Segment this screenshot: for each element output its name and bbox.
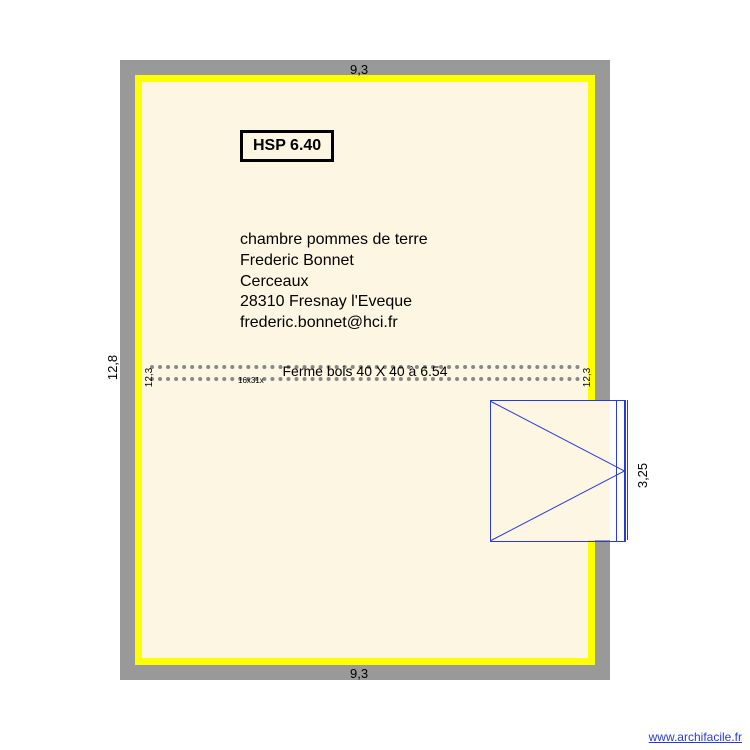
address-line2: Frederic Bonnet: [240, 251, 428, 272]
insulation-bottom: [135, 658, 595, 665]
wood-beam: Ferme bois 40 X 40 à 6.54: [150, 365, 580, 381]
hsp-label-box: HSP 6.40: [240, 130, 334, 162]
dim-beam-left: 12,3: [144, 368, 155, 387]
floorplan-canvas: Ferme bois 40 X 40 à 6.54 16x31x HSP 6.4…: [0, 0, 750, 750]
door-diag-1: [491, 401, 625, 471]
watermark-link[interactable]: www.archifacile.fr: [649, 730, 742, 744]
door-diag-2: [491, 471, 625, 541]
dim-height-left: 12,8: [105, 355, 120, 380]
beam-label: Ferme bois 40 X 40 à 6.54: [150, 363, 580, 379]
insulation-right-lower: [588, 540, 595, 665]
dim-width-bottom: 9,3: [350, 666, 368, 681]
insulation-left: [135, 75, 142, 665]
beam-tiny-label: 16x31x: [238, 376, 264, 385]
address-block: chambre pommes de terre Frederic Bonnet …: [240, 230, 428, 334]
insulation-right-upper: [588, 75, 595, 400]
address-line1: chambre pommes de terre: [240, 230, 428, 251]
dim-width-top: 9,3: [350, 62, 368, 77]
address-line3: Cerceaux: [240, 272, 428, 293]
dim-door-height: 3,25: [635, 463, 650, 488]
address-line4: 28310 Fresnay l'Eveque: [240, 292, 428, 313]
address-line5: frederic.bonnet@hci.fr: [240, 313, 428, 334]
door-swing-box: [490, 400, 625, 542]
dim-beam-right: 12,3: [582, 368, 593, 387]
door-jamb-outer2: [623, 400, 628, 540]
